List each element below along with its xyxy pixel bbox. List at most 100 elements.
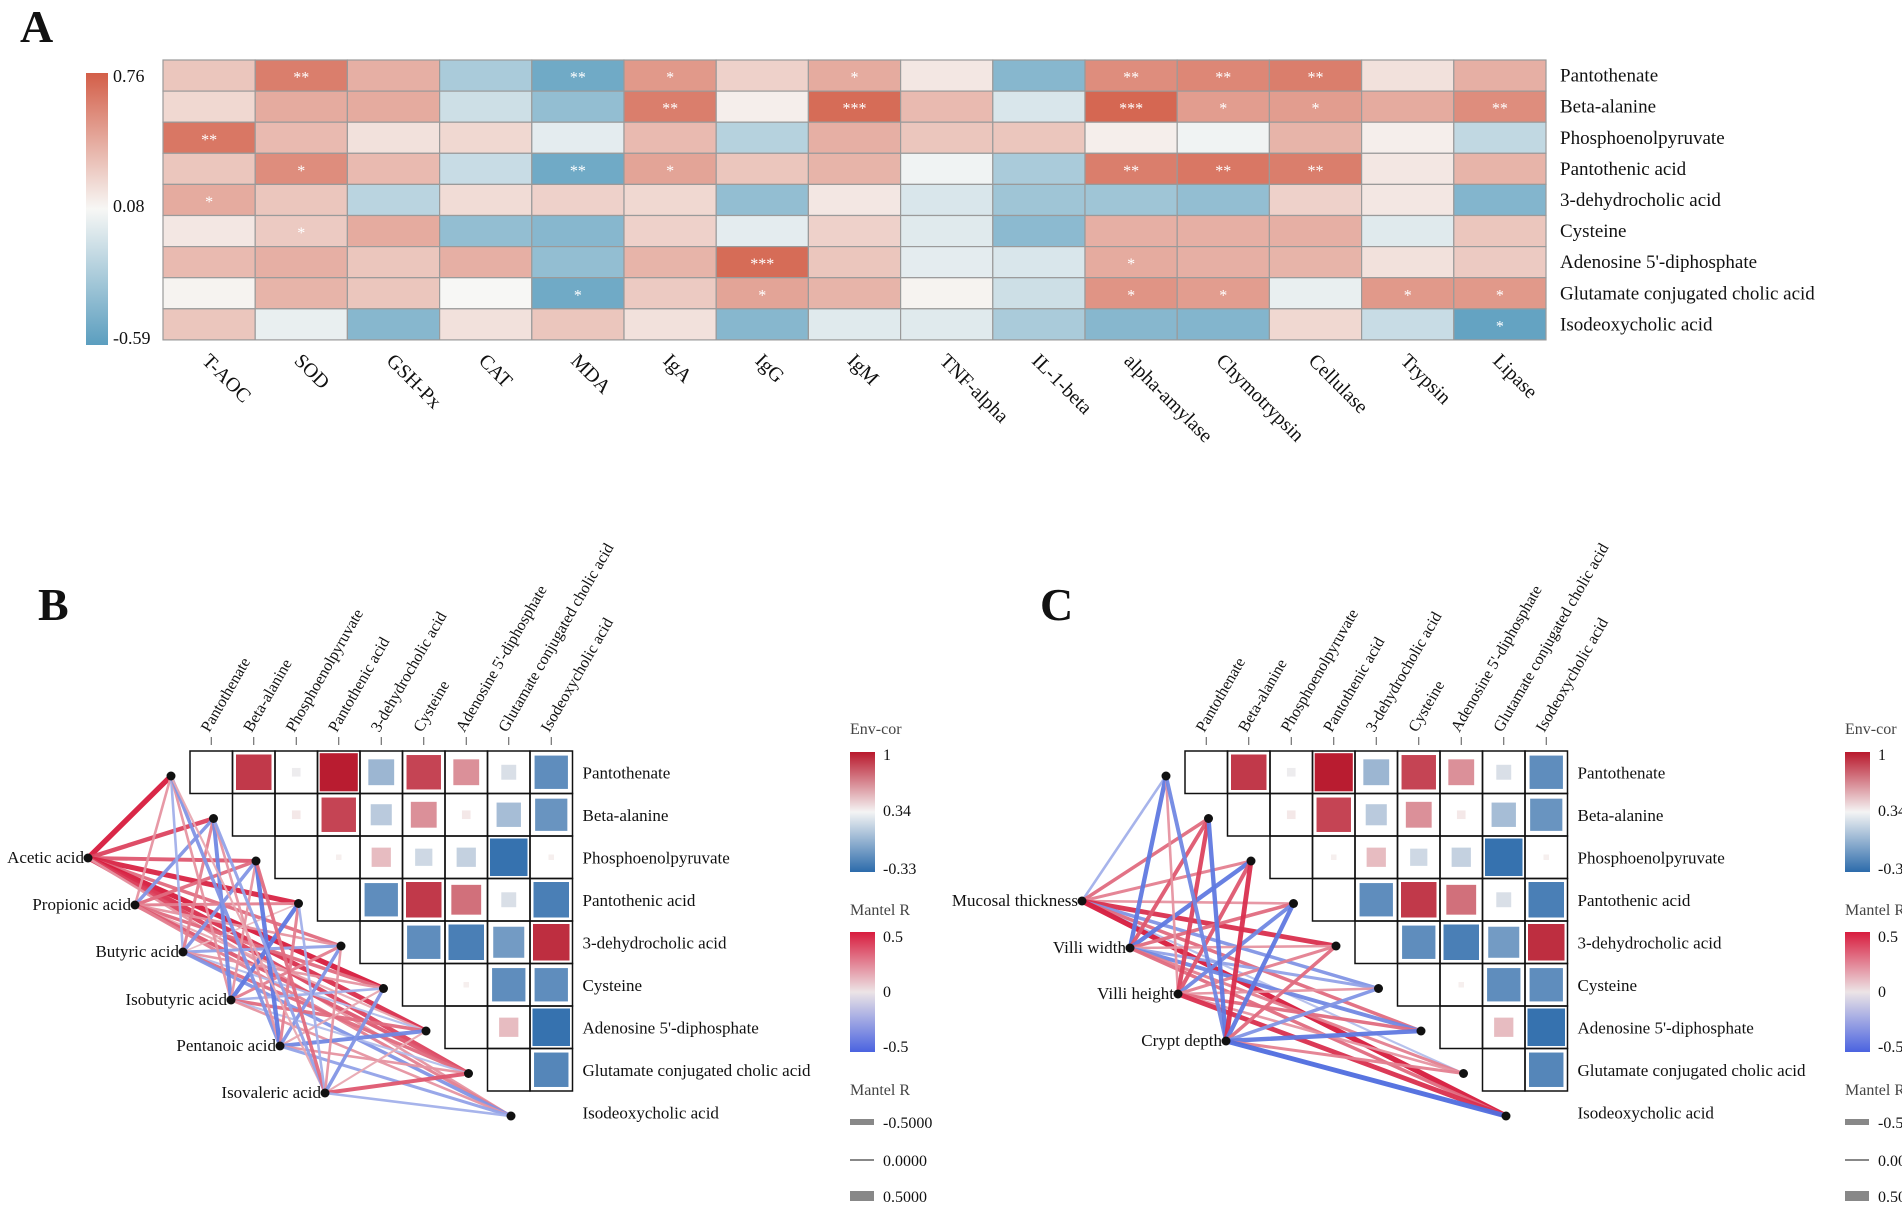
row-label: Glutamate conjugated cholic acid bbox=[583, 1061, 811, 1080]
heatmap-cell bbox=[623, 121, 717, 154]
correlation-square bbox=[534, 755, 568, 789]
significance-mark: * bbox=[205, 194, 213, 211]
heatmap-cell bbox=[1268, 90, 1363, 123]
significance-mark: *** bbox=[1119, 101, 1143, 118]
heatmap-cell bbox=[992, 246, 1086, 279]
mantel-r-colorbar bbox=[850, 932, 875, 1052]
mantel-link bbox=[169, 774, 185, 954]
correlation-square bbox=[406, 882, 442, 918]
column-label: 3-dehydrocholic acid bbox=[1363, 609, 1445, 735]
significance-mark: ** bbox=[293, 70, 309, 87]
mantel-link bbox=[211, 816, 233, 1002]
correlation-square bbox=[371, 847, 391, 867]
mantel-link bbox=[1176, 987, 1380, 996]
correlation-square bbox=[1363, 759, 1390, 786]
heatmap-cell bbox=[899, 183, 994, 217]
correlation-square bbox=[1484, 838, 1523, 877]
panel-b-label: B bbox=[38, 579, 69, 630]
colorbar-tick: 0.08 bbox=[113, 196, 145, 216]
mantel-link bbox=[133, 903, 471, 1076]
width-key-label: 0.0000 bbox=[1878, 1153, 1902, 1170]
heatmap-cell bbox=[346, 90, 441, 123]
row-label: 3-dehydrocholic acid bbox=[583, 933, 727, 952]
heatmap-cell bbox=[715, 59, 810, 92]
heatmap-cell bbox=[807, 214, 902, 248]
mantel-link bbox=[1164, 774, 1228, 1043]
matrix-cell bbox=[1226, 792, 1271, 837]
heatmap-cell bbox=[1176, 277, 1270, 310]
heatmap-cell bbox=[715, 90, 810, 123]
correlation-square bbox=[1527, 1008, 1566, 1047]
mantel-link bbox=[85, 855, 387, 992]
heatmap-cell bbox=[1360, 277, 1455, 310]
significance-mark: * bbox=[1312, 101, 1320, 118]
env-cor-tick: 1 bbox=[1878, 747, 1886, 764]
heatmap-cell bbox=[899, 152, 994, 186]
significance-mark: * bbox=[1127, 256, 1135, 273]
heatmap-cell bbox=[899, 90, 994, 123]
heatmap-cell bbox=[531, 90, 625, 123]
heatmap-cell bbox=[992, 59, 1086, 92]
mantel-link bbox=[1223, 901, 1296, 1044]
correlation-square bbox=[451, 884, 482, 915]
correlation-square bbox=[1529, 968, 1563, 1002]
row-label: Pantothenic acid bbox=[1560, 159, 1687, 180]
heatmap-cell bbox=[531, 246, 625, 279]
matrix-cell bbox=[1311, 877, 1356, 922]
correlation-square bbox=[1451, 847, 1471, 867]
significance-mark: * bbox=[1496, 287, 1504, 304]
correlation-square bbox=[1448, 759, 1475, 786]
correlation-square bbox=[1456, 810, 1466, 820]
mantel-link bbox=[1175, 991, 1509, 1119]
panel-c-label: C bbox=[1040, 579, 1073, 630]
heatmap-cell bbox=[1360, 214, 1455, 248]
correlation-square bbox=[1529, 755, 1563, 789]
significance-mark: *** bbox=[750, 256, 774, 273]
heatmap-cell bbox=[439, 246, 533, 279]
env-cor-tick: -0.33 bbox=[883, 861, 916, 878]
width-key-label: 0.0000 bbox=[883, 1153, 927, 1170]
significance-mark: * bbox=[574, 287, 582, 304]
row-label: Phosphoenolpyruvate bbox=[1560, 128, 1725, 149]
correlation-square bbox=[1487, 968, 1521, 1002]
metabolite-node bbox=[336, 941, 346, 951]
heatmap-cell bbox=[1084, 183, 1178, 217]
env-factor-node bbox=[1077, 896, 1087, 906]
env-cor-colorbar bbox=[850, 752, 875, 872]
row-label: Glutamate conjugated cholic acid bbox=[1560, 283, 1815, 304]
matrix-cell bbox=[231, 792, 276, 837]
env-cor-tick: 1 bbox=[883, 747, 891, 764]
mantel-link bbox=[85, 855, 302, 907]
row-label: Adenosine 5'-diphosphate bbox=[1578, 1018, 1754, 1037]
mantel-link bbox=[323, 986, 386, 1095]
heatmap-cell bbox=[899, 59, 994, 92]
heatmap-cell bbox=[531, 308, 625, 341]
heatmap-cell bbox=[623, 308, 717, 341]
mantel-link bbox=[181, 950, 385, 990]
heatmap-cell bbox=[162, 121, 256, 154]
significance-mark: * bbox=[297, 225, 305, 242]
row-label: Glutamate conjugated cholic acid bbox=[1578, 1061, 1806, 1080]
heatmap-cell bbox=[715, 214, 810, 248]
mantel-link bbox=[133, 903, 428, 1033]
correlation-square bbox=[1529, 1052, 1564, 1087]
metabolite-node bbox=[379, 984, 388, 993]
mantel-link bbox=[1176, 992, 1465, 1075]
matrix-cell bbox=[189, 750, 234, 795]
heatmap-cell bbox=[715, 152, 810, 186]
correlation-square bbox=[532, 1008, 571, 1047]
mantel-link bbox=[133, 859, 258, 907]
heatmap-cell bbox=[254, 59, 348, 92]
env-cor-title: Env-cor bbox=[1845, 721, 1897, 738]
heatmap-cell bbox=[1360, 121, 1455, 154]
correlation-square bbox=[319, 753, 358, 792]
env-factor-label: Pentanoic acid bbox=[176, 1036, 276, 1055]
heatmap-cell bbox=[1453, 246, 1547, 279]
correlation-square bbox=[1366, 847, 1386, 867]
significance-mark: * bbox=[666, 70, 674, 87]
mantel-link bbox=[1080, 816, 1211, 903]
mantel-width-title: Mantel R bbox=[1845, 1082, 1902, 1099]
row-label: Isodeoxycholic acid bbox=[1578, 1103, 1715, 1122]
mantel-width-title: Mantel R bbox=[850, 1082, 910, 1099]
correlation-square bbox=[1496, 892, 1512, 908]
